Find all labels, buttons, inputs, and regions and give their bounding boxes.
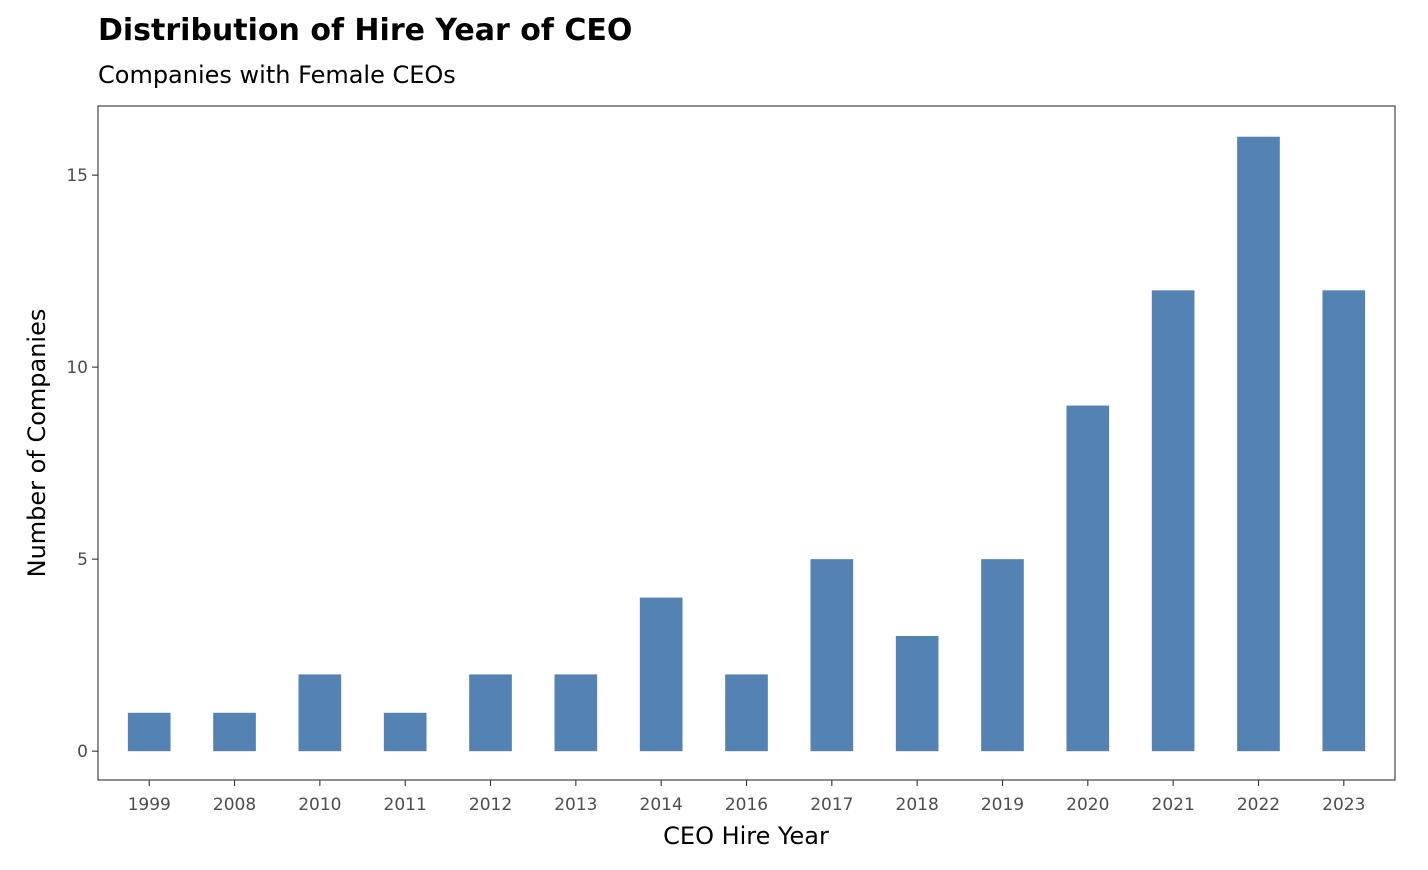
- bar-2021: [1151, 290, 1195, 752]
- bar-2010: [298, 674, 342, 752]
- bar-2019: [981, 559, 1024, 752]
- x-tick-label-2018: 2018: [896, 795, 939, 815]
- bar-2023: [1322, 290, 1366, 752]
- x-tick-label-2016: 2016: [725, 795, 768, 815]
- bar-2014: [639, 597, 683, 752]
- x-axis: 1999 2008 2010 2011 2012 2013 2014 2016 2017 2018…: [128, 780, 1365, 815]
- bar-2012: [469, 674, 512, 752]
- x-tick-label-2017: 2017: [810, 795, 853, 815]
- x-tick-label-2021: 2021: [1152, 795, 1195, 815]
- bar-2020: [1066, 405, 1110, 752]
- chart-title: Distribution of Hire Year of CEO: [98, 13, 632, 48]
- x-tick-label-2008: 2008: [213, 795, 256, 815]
- bar-2008: [213, 712, 256, 752]
- x-tick-label-2010: 2010: [298, 795, 341, 815]
- bar-2018: [895, 635, 939, 752]
- x-tick-label-2013: 2013: [554, 795, 597, 815]
- y-axis: 0 5 10 15: [66, 166, 98, 762]
- x-tick-label-2022: 2022: [1237, 795, 1280, 815]
- x-axis-title: CEO Hire Year: [663, 822, 829, 850]
- y-tick-label-0: 0: [77, 742, 88, 762]
- bar-2016: [725, 674, 768, 752]
- x-tick-label-2014: 2014: [640, 795, 683, 815]
- bar-2017: [810, 559, 854, 752]
- y-tick-label-15: 15: [66, 166, 88, 186]
- x-tick-label-2019: 2019: [981, 795, 1024, 815]
- chart-subtitle: Companies with Female CEOs: [98, 61, 456, 89]
- x-tick-label-2023: 2023: [1322, 795, 1365, 815]
- y-tick-label-5: 5: [77, 550, 88, 570]
- x-tick-label-2020: 2020: [1066, 795, 1109, 815]
- bar-1999: [127, 712, 171, 752]
- x-tick-label-2011: 2011: [384, 795, 427, 815]
- bar-2013: [554, 674, 598, 752]
- x-tick-label-2012: 2012: [469, 795, 512, 815]
- bars-group: [127, 136, 1366, 752]
- x-tick-label-1999: 1999: [128, 795, 171, 815]
- bar-2022: [1237, 136, 1280, 752]
- y-axis-title: Number of Companies: [23, 309, 51, 578]
- y-tick-label-10: 10: [66, 358, 88, 378]
- bar-2011: [383, 712, 427, 752]
